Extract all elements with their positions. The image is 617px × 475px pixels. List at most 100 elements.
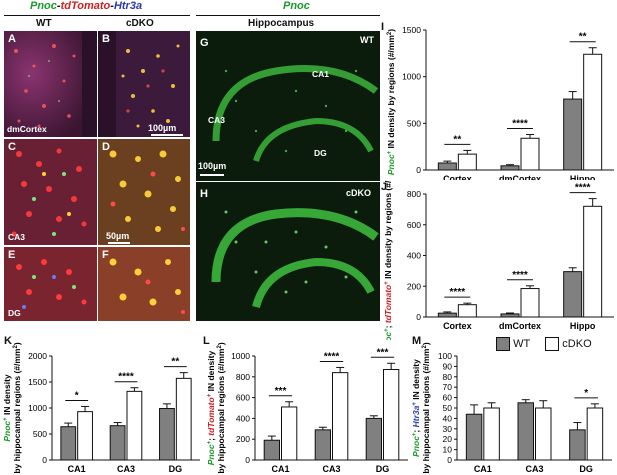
bar-cdko — [520, 137, 540, 171]
micrograph-b: B 100µm — [98, 31, 190, 137]
bar-cdko — [332, 372, 349, 461]
bar-cdko — [457, 153, 477, 171]
panel-label-h: H — [200, 188, 208, 200]
region-label-dmcortex: dmCortex — [7, 124, 47, 134]
bar-cdko — [281, 406, 298, 461]
bar-wt — [500, 313, 520, 318]
micrograph-d: D 50µm — [98, 139, 190, 245]
y-axis-label-line: Pnoc+; tdTomato+ IN density — [206, 351, 216, 466]
y-tick-label: 500 — [33, 429, 47, 439]
y-tick-label: 600 — [407, 220, 421, 230]
region-label-ca3: CA3 — [8, 232, 26, 242]
legend-swatch-wt — [496, 337, 510, 351]
y-tick-label: 40 — [443, 413, 453, 423]
y-tick-label: 10 — [443, 445, 453, 455]
y-tick-label: 0 — [416, 312, 421, 322]
x-tick-label: CA1 — [68, 464, 86, 474]
significance-label: **** — [512, 119, 528, 130]
panel-label-e: E — [8, 249, 16, 261]
significance-label: * — [75, 390, 79, 401]
significance-label: *** — [377, 347, 389, 358]
panel-label-c: C — [8, 141, 16, 153]
micrograph-c-image — [4, 139, 97, 245]
y-tick-label: 800 — [407, 189, 421, 199]
panel-label-j: J — [381, 181, 388, 193]
x-tick-label: DG — [169, 464, 183, 474]
middle-header-title: Pnoc — [283, 0, 310, 12]
y-tick-label: 2000 — [28, 351, 47, 361]
significance-label: * — [584, 388, 588, 399]
chart-l: 0 200 400 600 800 1000 CA1 *** CA3 **** DG *** Pnoc+… — [206, 342, 408, 474]
significance-label: **** — [324, 351, 340, 362]
legend-label-wt: WT — [513, 338, 531, 350]
micrograph-e-image — [4, 247, 97, 321]
y-tick-label: 0 — [42, 455, 47, 465]
y-tick-label: 400 — [236, 413, 250, 423]
x-tick-label: DG — [376, 464, 390, 474]
panel-label-g: G — [200, 37, 209, 49]
region-label-dg: DG — [8, 308, 21, 318]
y-axis-label-line: Pnoc+; tdTomato+ IN density by regions (… — [384, 180, 393, 340]
y-axis-label-line: by hippocampal regions (#/mm2) — [12, 342, 22, 474]
y-tick-label: 100 — [438, 351, 452, 361]
bar-cdko — [457, 304, 477, 318]
bar-cdko — [520, 288, 540, 318]
y-axis-label: Pnoc+; Htr3a+ IN density by hippocampal r… — [412, 342, 431, 474]
y-tick-label: 1000 — [231, 351, 250, 361]
x-tick-label: dmCortex — [499, 321, 541, 331]
chart-i: 0 500 1000 1500 Cortex ** dmCortex **** Hippo ** P… — [386, 25, 614, 180]
y-tick-label: 200 — [236, 434, 250, 444]
column-header-cdko: cDKO — [126, 18, 154, 29]
y-tick-label: 1500 — [28, 377, 47, 387]
significance-label: ** — [171, 357, 179, 368]
bar-wt — [365, 417, 382, 461]
micrograph-d-image — [98, 139, 190, 245]
bar-wt — [569, 429, 586, 461]
bar-cdko — [535, 407, 552, 461]
x-tick-label: Cortex — [443, 321, 472, 331]
y-tick-label: 800 — [236, 372, 250, 382]
scale-label-d: 50µm — [106, 231, 130, 241]
panel-label-f: F — [102, 249, 109, 261]
significance-label: ** — [453, 134, 461, 145]
y-tick-label: 0 — [416, 165, 421, 175]
bar-wt — [437, 162, 457, 171]
chart-j: 0 200 400 600 800 Cortex **** dmCortex **** Hippo… — [384, 180, 614, 340]
y-axis-label-line: Pnoc+ IN density by regions (#/mm2) — [386, 29, 396, 175]
y-tick-label: 1500 — [402, 25, 421, 35]
micrograph-b-image — [98, 31, 190, 137]
title-part-htr3a: Htr3a — [113, 0, 143, 12]
bar-wt — [500, 165, 520, 171]
bar-wt — [437, 312, 457, 318]
bar-wt — [109, 425, 126, 461]
panel-label-a: A — [8, 33, 16, 45]
micrograph-a: A dmCortex — [4, 31, 97, 137]
bar-wt — [465, 413, 483, 461]
panel-label-l: L — [203, 335, 210, 347]
micrograph-f-image — [98, 247, 190, 321]
bar-cdko — [126, 390, 143, 461]
micrograph-h-image — [196, 182, 380, 321]
bar-cdko — [383, 369, 400, 461]
g-ca3-label: CA3 — [208, 115, 226, 125]
significance-label: ** — [579, 32, 587, 43]
significance-label: **** — [512, 270, 528, 281]
y-axis-label: Pnoc+; tdTomato+ IN density by regions (… — [384, 180, 393, 340]
g-ca1-label: CA1 — [312, 69, 330, 79]
panel-label-k: K — [4, 335, 12, 347]
bar-wt — [263, 439, 281, 461]
bar-cdko — [583, 205, 603, 318]
title-part-pnoc: Pnoc — [30, 0, 57, 12]
y-tick-label: 60 — [443, 393, 453, 403]
scale-bar-g — [200, 174, 224, 176]
y-tick-label: 1000 — [28, 403, 47, 413]
y-axis-label: Pnoc+ IN density by hippocampal regions (… — [2, 342, 22, 474]
significance-label: **** — [575, 183, 591, 194]
x-tick-label: CA3 — [322, 464, 340, 474]
y-axis-label: Pnoc+ IN density by regions (#/mm2) — [386, 29, 396, 175]
bar-wt — [60, 426, 77, 461]
y-tick-label: 400 — [407, 251, 421, 261]
y-axis-label: Pnoc+; tdTomato+ IN density by hippocampa… — [206, 342, 226, 474]
bar-cdko — [583, 53, 603, 171]
